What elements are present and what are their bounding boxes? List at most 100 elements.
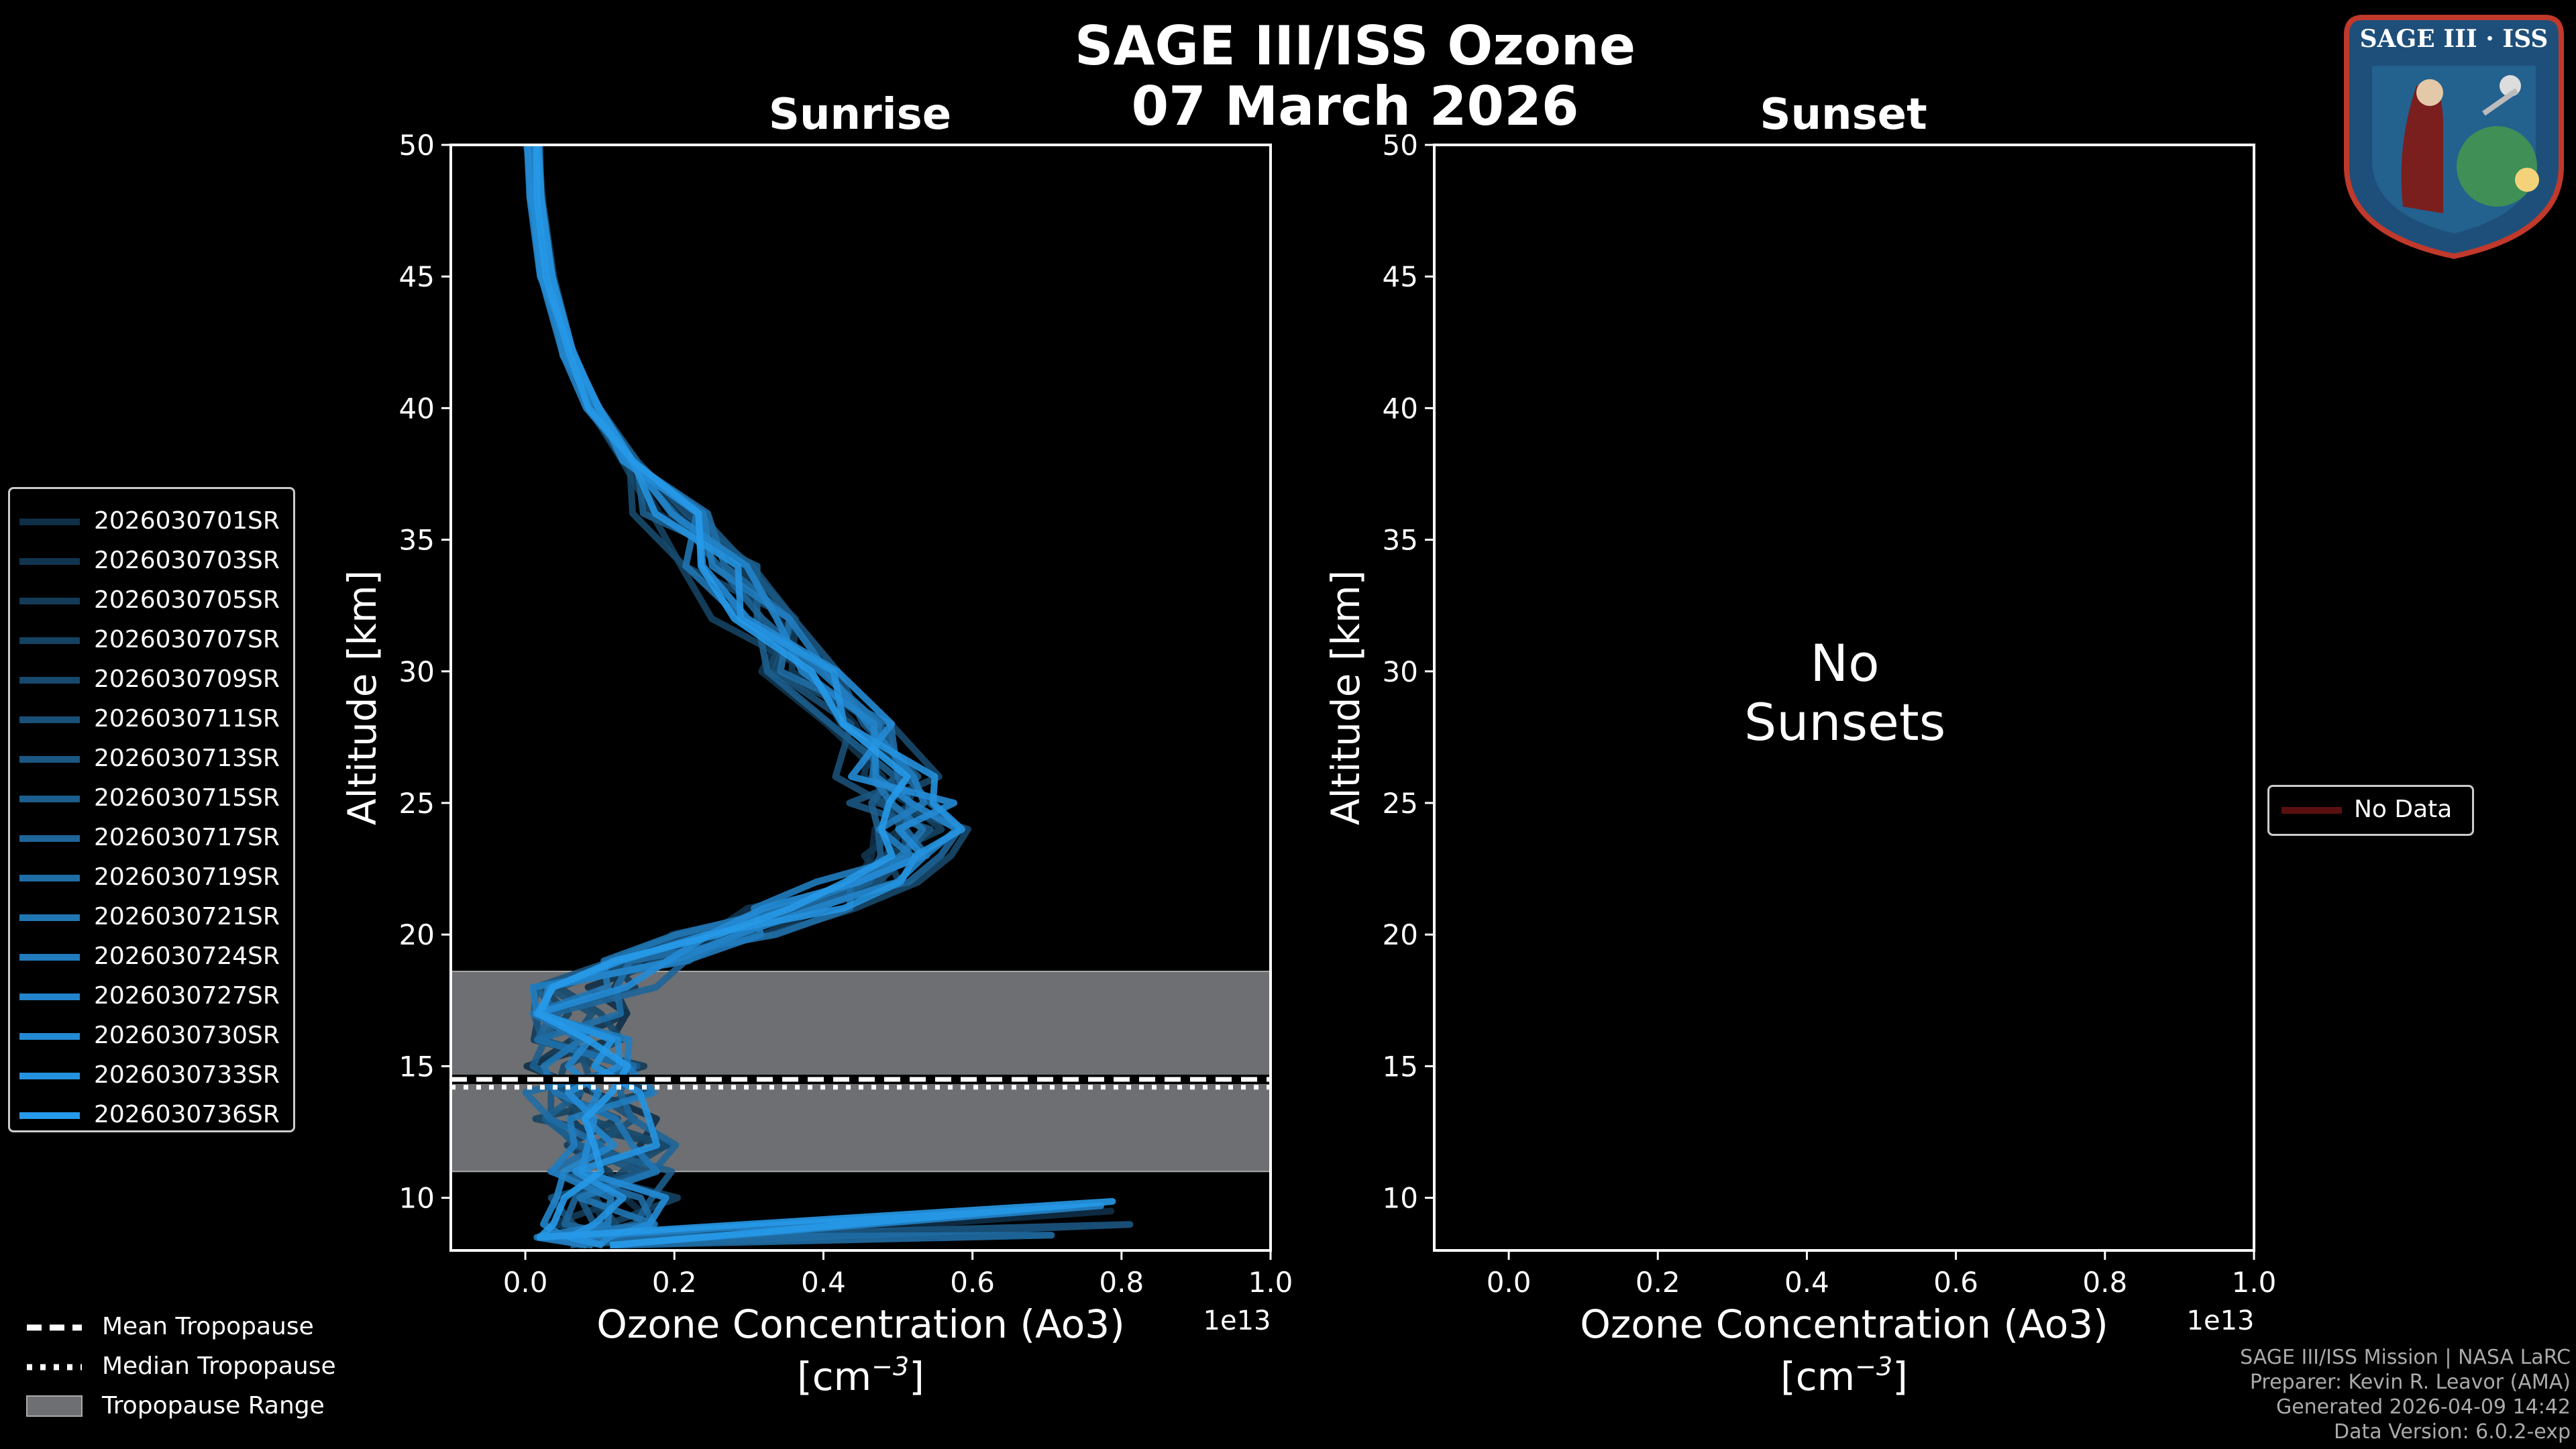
no-data-legend-line bbox=[2282, 807, 2342, 814]
sunrise-xlabel-units: [cm−3] bbox=[797, 1352, 924, 1399]
sunrise-xtick-label-0.4: 0.4 bbox=[801, 1266, 846, 1299]
legend-line-2026030703SR bbox=[19, 558, 80, 565]
credit-mission: SAGE III/ISS Mission | NASA LaRC bbox=[2240, 1346, 2571, 1369]
sunrise-plot-area bbox=[451, 145, 1271, 1249]
sunrise-xtick-label-1.0: 1.0 bbox=[1248, 1266, 1293, 1299]
legend-label-2026030713SR: 2026030713SR bbox=[94, 745, 280, 772]
sunset-frame bbox=[1433, 144, 2255, 1252]
sunset-xtick-label-0.6: 0.6 bbox=[1933, 1266, 1978, 1299]
legend-label-2026030701SR: 2026030701SR bbox=[94, 507, 280, 535]
sunrise-panel: 10 15 20 25 30 35 40 45 50 0.0 0.2 0.4 0.6 0.8 1.0 1e13… bbox=[339, 129, 1293, 1399]
legend-label-2026030707SR: 2026030707SR bbox=[94, 626, 280, 653]
sunrise-ytick-label-45: 45 bbox=[399, 260, 435, 293]
legend-label-2026030703SR: 2026030703SR bbox=[94, 547, 280, 574]
sunrise-xtick-label-0.0: 0.0 bbox=[503, 1266, 548, 1299]
sunset-ytick-label-25: 25 bbox=[1383, 787, 1418, 820]
sunset-ytick-label-15: 15 bbox=[1383, 1050, 1418, 1083]
legend-label-2026030711SR: 2026030711SR bbox=[94, 705, 280, 733]
sunset-panel: 10 15 20 25 30 35 40 45 50 0.0 0.2 0.4 0.6 0.8 1.0 1e13… bbox=[1323, 129, 2276, 1399]
profile-2026030736SR bbox=[533, 145, 1116, 1249]
legend-line-2026030717SR bbox=[19, 835, 80, 842]
legend-line-2026030705SR bbox=[19, 598, 80, 604]
tropopause-range-swatch bbox=[26, 1395, 83, 1417]
median-tropopause-label: Median Tropopause bbox=[102, 1352, 336, 1380]
legend-label-2026030717SR: 2026030717SR bbox=[94, 824, 280, 851]
sunrise-title: Sunrise bbox=[768, 90, 952, 140]
legend-label-2026030724SR: 2026030724SR bbox=[94, 943, 280, 970]
no-data-legend-label: No Data bbox=[2354, 796, 2453, 823]
sunrise-ytick-label-30: 30 bbox=[399, 655, 435, 688]
sunrise-xtick-label-0.6: 0.6 bbox=[950, 1266, 995, 1299]
legend-line-2026030727SR bbox=[19, 994, 80, 1000]
sunset-xlabel-units: [cm−3] bbox=[1780, 1352, 1908, 1399]
figure-date: 07 March 2026 bbox=[1131, 75, 1579, 138]
sunset-xtick-label-0.2: 0.2 bbox=[1635, 1266, 1680, 1299]
sunset-ylabel: Altitude [km] bbox=[1323, 570, 1368, 825]
legend-line-2026030730SR bbox=[19, 1033, 80, 1040]
legend-line-2026030736SR bbox=[19, 1112, 80, 1119]
sunrise-xlabel: Ozone Concentration (Ao3) bbox=[596, 1301, 1125, 1347]
legend-label-2026030715SR: 2026030715SR bbox=[94, 784, 280, 812]
tropopause-legend-swatches bbox=[26, 1324, 83, 1417]
legend-line-2026030707SR bbox=[19, 637, 80, 644]
legend-label-2026030721SR: 2026030721SR bbox=[94, 903, 280, 930]
legend-label-2026030730SR: 2026030730SR bbox=[94, 1022, 280, 1049]
figure-title: SAGE III/ISS Ozone bbox=[1074, 15, 1636, 77]
no-sunsets-line2: Sunsets bbox=[1744, 692, 1946, 752]
sunrise-ytick-label-50: 50 bbox=[399, 129, 435, 162]
credit-generated: Generated 2026-04-09 14:42 bbox=[2275, 1395, 2571, 1419]
sunrise-ytick-label-10: 10 bbox=[399, 1182, 435, 1215]
credit-preparer: Preparer: Kevin R. Leavor (AMA) bbox=[2249, 1371, 2571, 1394]
sage-iii-iss-logo: SAGE III · ISS bbox=[2344, 15, 2564, 260]
credits: SAGE III/ISS Mission | NASA LaRC Prepare… bbox=[2240, 1345, 2571, 1444]
sunset-ytick-label-35: 35 bbox=[1383, 524, 1418, 557]
legend-line-2026030733SR bbox=[19, 1073, 80, 1079]
sunrise-ytick-label-40: 40 bbox=[399, 392, 435, 425]
sunrise-x-offset-label: 1e13 bbox=[1203, 1305, 1271, 1336]
sunset-ytick-label-45: 45 bbox=[1383, 260, 1418, 293]
legend-label-2026030736SR: 2026030736SR bbox=[94, 1101, 280, 1128]
legend-label-2026030727SR: 2026030727SR bbox=[94, 982, 280, 1010]
legend-label-2026030705SR: 2026030705SR bbox=[94, 586, 280, 614]
event-legend: 2026030701SR 2026030703SR 2026030705SR 2026… bbox=[8, 487, 295, 1132]
no-data-legend: No Data bbox=[2267, 785, 2474, 836]
legend-label-2026030709SR: 2026030709SR bbox=[94, 665, 280, 693]
sunset-title: Sunset bbox=[1760, 90, 1927, 140]
no-sunsets-text: No Sunsets bbox=[1744, 634, 1945, 752]
sunrise-ytick-label-25: 25 bbox=[399, 787, 435, 820]
sunrise-ytick-label-15: 15 bbox=[399, 1050, 435, 1083]
legend-line-2026030724SR bbox=[19, 954, 80, 961]
sunset-ytick-label-20: 20 bbox=[1383, 918, 1418, 951]
legend-line-2026030721SR bbox=[19, 914, 80, 921]
sunset-xtick-label-1.0: 1.0 bbox=[2232, 1266, 2277, 1299]
legend-line-2026030711SR bbox=[19, 716, 80, 723]
profile-2026030730SR bbox=[523, 145, 958, 1248]
sunrise-xtick-label-0.2: 0.2 bbox=[652, 1266, 697, 1299]
sunset-xlabel: Ozone Concentration (Ao3) bbox=[1580, 1301, 2108, 1347]
sunset-ytick-label-40: 40 bbox=[1383, 392, 1418, 425]
legend-line-2026030713SR bbox=[19, 756, 80, 763]
sunset-ytick-label-10: 10 bbox=[1383, 1182, 1418, 1215]
sunset-xtick-label-0.4: 0.4 bbox=[1784, 1266, 1829, 1299]
legend-line-2026030709SR bbox=[19, 677, 80, 684]
no-sunsets-line1: No bbox=[1810, 633, 1880, 693]
legend-line-2026030701SR bbox=[19, 519, 80, 525]
legend-line-2026030715SR bbox=[19, 796, 80, 802]
tropopause-range-label: Tropopause Range bbox=[102, 1392, 325, 1419]
sunrise-ytick-label-20: 20 bbox=[399, 918, 435, 951]
sunset-x-offset-label: 1e13 bbox=[2187, 1305, 2255, 1336]
sunset-ytick-label-50: 50 bbox=[1383, 129, 1418, 162]
legend-line-2026030719SR bbox=[19, 875, 80, 881]
sunrise-ytick-label-35: 35 bbox=[399, 524, 435, 557]
legend-label-2026030719SR: 2026030719SR bbox=[94, 863, 280, 891]
sunset-xtick-label-0.8: 0.8 bbox=[2082, 1266, 2127, 1299]
legend-label-2026030733SR: 2026030733SR bbox=[94, 1061, 280, 1089]
mean-tropopause-label: Mean Tropopause bbox=[102, 1313, 314, 1340]
sunrise-ylabel: Altitude [km] bbox=[339, 570, 385, 825]
sunrise-xtick-label-0.8: 0.8 bbox=[1099, 1266, 1144, 1299]
logo-text: SAGE III · ISS bbox=[2360, 25, 2548, 53]
sunrise-frame bbox=[449, 144, 1272, 1252]
sunset-xtick-label-0.0: 0.0 bbox=[1487, 1266, 1532, 1299]
credit-version: Data Version: 6.0.2-exp bbox=[2333, 1420, 2571, 1444]
